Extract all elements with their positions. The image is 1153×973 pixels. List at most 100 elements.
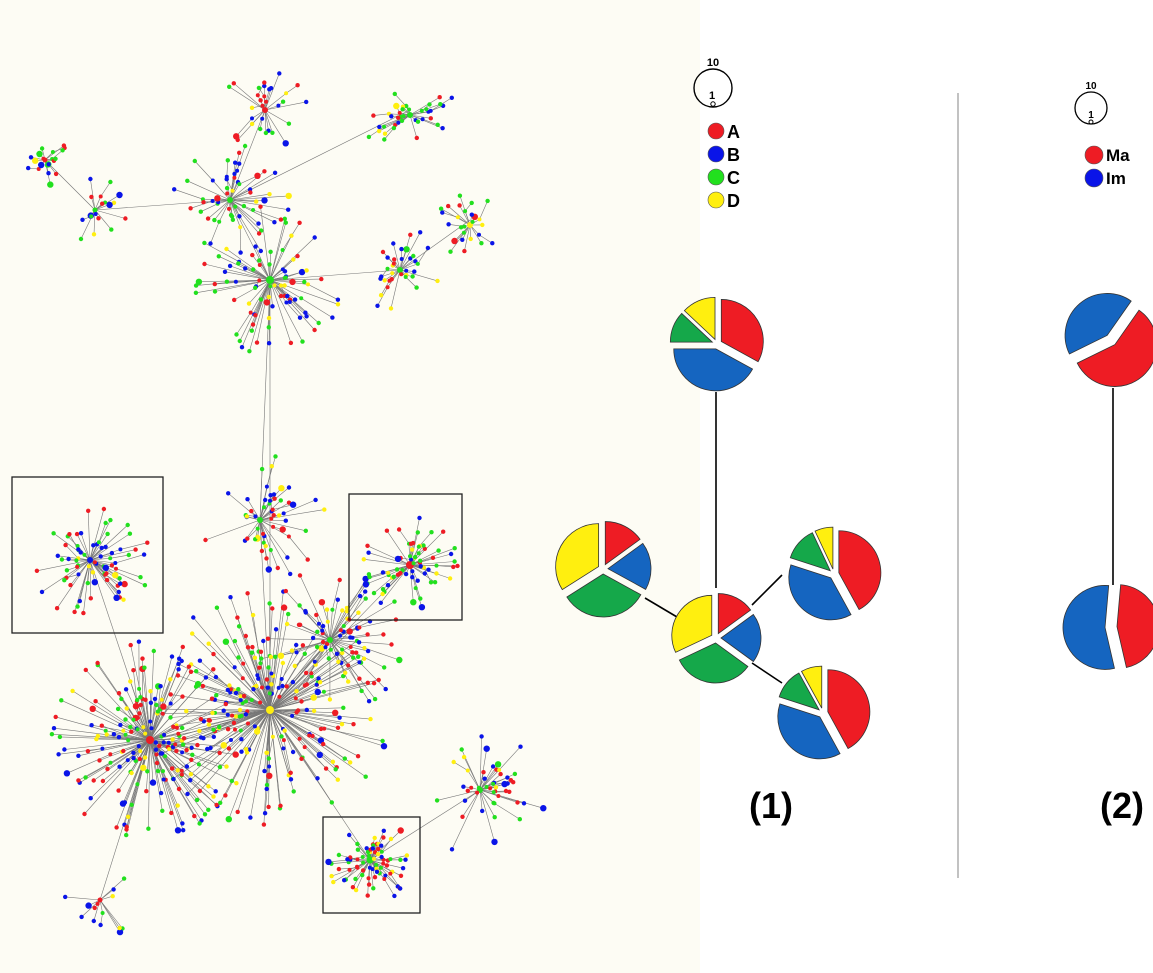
- network-node: [265, 636, 271, 641]
- network-edge: [149, 739, 163, 811]
- network-node: [250, 116, 254, 121]
- network-node: [310, 635, 316, 641]
- network-node: [371, 590, 377, 596]
- network-node: [232, 171, 237, 176]
- network-edge: [269, 709, 281, 806]
- network-node: [112, 572, 119, 579]
- network-node: [316, 751, 323, 759]
- network-node: [480, 222, 485, 228]
- network-edge: [299, 575, 331, 641]
- network-node: [262, 811, 268, 816]
- network-edge: [233, 83, 266, 111]
- network-edge: [269, 709, 343, 725]
- network-node: [279, 734, 284, 739]
- network-edge: [259, 515, 280, 521]
- network-node: [194, 797, 200, 803]
- network-node: [218, 800, 223, 805]
- network-node: [257, 258, 262, 263]
- network-node: [278, 803, 283, 808]
- network-node: [353, 876, 358, 882]
- network-node: [460, 237, 465, 242]
- network-node: [263, 497, 268, 503]
- network-edge: [459, 205, 471, 226]
- network-node: [316, 320, 321, 326]
- network-node: [205, 746, 210, 752]
- network-edge: [228, 709, 271, 820]
- network-node: [313, 497, 318, 503]
- network-node: [363, 774, 368, 779]
- network-node: [258, 126, 263, 132]
- network-node: [239, 345, 245, 350]
- network-node: [86, 564, 91, 569]
- network-node: [249, 508, 254, 514]
- network-node: [121, 597, 126, 602]
- network-node: [461, 784, 466, 789]
- network-node: [202, 812, 208, 817]
- network-node: [116, 589, 122, 595]
- network-edge: [269, 487, 290, 504]
- network-node: [418, 230, 423, 235]
- network-node: [290, 713, 295, 718]
- network-node: [114, 825, 119, 830]
- network-node: [426, 109, 431, 114]
- network-node: [266, 706, 274, 714]
- network-edge: [285, 84, 298, 94]
- network-edge: [269, 678, 319, 711]
- network-node: [416, 551, 421, 556]
- network-edge: [56, 559, 91, 609]
- network-node: [330, 759, 336, 764]
- network-node: [221, 744, 226, 749]
- network-node: [231, 720, 237, 726]
- network-node: [429, 530, 434, 535]
- network-node: [389, 114, 394, 119]
- network-node: [341, 673, 346, 679]
- network-edge: [272, 504, 294, 510]
- network-node: [175, 803, 180, 808]
- network-node: [91, 543, 96, 548]
- network-edge: [270, 549, 279, 569]
- network-edge: [299, 738, 327, 769]
- size-legend-small-label: 1: [1088, 110, 1094, 121]
- network-edge: [133, 670, 138, 702]
- network-edge: [181, 770, 214, 797]
- network-node: [512, 771, 518, 777]
- network-node: [317, 621, 321, 626]
- network-edge: [298, 624, 331, 641]
- network-node: [128, 642, 133, 648]
- network-node: [355, 847, 361, 852]
- network-node: [314, 644, 320, 650]
- network-node: [410, 569, 415, 574]
- network-node: [160, 703, 167, 710]
- network-node: [249, 650, 255, 655]
- network-node: [347, 867, 352, 872]
- network-node: [125, 814, 131, 819]
- network-node: [266, 756, 271, 761]
- network-edge: [187, 180, 231, 201]
- network-edge: [181, 752, 221, 768]
- network-edge: [216, 607, 244, 664]
- network-edge: [423, 567, 432, 583]
- network-node: [237, 338, 242, 344]
- network-edge: [453, 761, 468, 771]
- network-node: [425, 245, 431, 251]
- network-node: [158, 684, 163, 689]
- network-node: [217, 750, 222, 756]
- network-node: [286, 121, 292, 126]
- size-legend-small-label: 1: [709, 90, 715, 102]
- network-node: [255, 726, 260, 731]
- network-node: [256, 221, 261, 226]
- network-node: [477, 217, 482, 222]
- network-edge: [384, 269, 401, 281]
- network-node: [374, 866, 379, 871]
- network-edge: [269, 709, 359, 757]
- network-node: [408, 256, 413, 261]
- network-node: [111, 732, 117, 737]
- network-node: [270, 734, 275, 739]
- network-node: [391, 261, 396, 266]
- network-edge: [99, 899, 120, 929]
- network-node: [306, 282, 310, 287]
- network-node: [426, 567, 431, 572]
- network-node: [346, 628, 353, 635]
- network-node: [263, 130, 269, 136]
- network-edge: [149, 669, 214, 741]
